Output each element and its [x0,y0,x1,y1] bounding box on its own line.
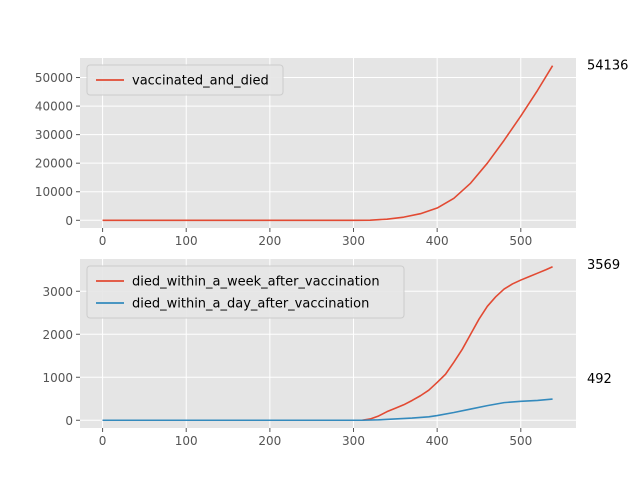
top-y-tick-label: 20000 [35,157,73,171]
bottom-series-line-1 [102,398,553,422]
top-legend-box [86,64,284,96]
top-x-tick-label: 400 [426,234,449,248]
top-x-tick-label: 100 [175,234,198,248]
top-y-tick-label: 50000 [35,71,73,85]
top-legend-label-0: vaccinated_and_died [132,74,269,89]
top-y-tick-label: 10000 [35,185,73,199]
bottom-x-tick-label: 100 [175,434,198,448]
bottom-y-tick-label: 2000 [42,328,73,342]
top-x-tick-label: 200 [258,234,281,248]
top-y-tick-label: 40000 [35,100,73,114]
bottom-legend-box [86,265,405,319]
bottom-y-tick-label: 0 [65,414,73,428]
bottom-y-tick-label: 3000 [42,285,73,299]
bottom-y-tick-label: 1000 [42,371,73,385]
top-y-tick-label: 0 [65,214,73,228]
bottom-legend: died_within_a_week_after_vaccinationdied… [86,265,405,319]
bottom-legend-label-0: died_within_a_week_after_vaccination [132,275,380,290]
top-series-line-0 [102,65,554,222]
bottom-x-tick-label: 300 [342,434,365,448]
top-legend: vaccinated_and_died [86,64,284,96]
top-end-annotation: 54136 [587,59,628,74]
bottom-end-annotation-1: 492 [587,372,612,387]
bottom-x-tick-label: 0 [99,434,107,448]
top-x-tick-label: 0 [99,234,107,248]
bottom-x-tick-label: 500 [509,434,532,448]
top-y-tick-label: 30000 [35,128,73,142]
top-x-tick-label: 300 [342,234,365,248]
bottom-legend-label-1: died_within_a_day_after_vaccination [132,297,369,312]
top-x-tick-label: 500 [509,234,532,248]
bottom-series-line-0 [102,266,553,422]
top-chart: 0 100 200 300 400 500 0 10000 20000 30000 40000 500… [35,58,628,248]
bottom-chart: 0 100 200 300 400 500 0 1000 2000 3000 3569 492 died… [42,258,620,448]
bottom-x-tick-label: 200 [258,434,281,448]
bottom-end-annotation-0: 3569 [587,258,620,273]
bottom-x-tick-label: 400 [426,434,449,448]
